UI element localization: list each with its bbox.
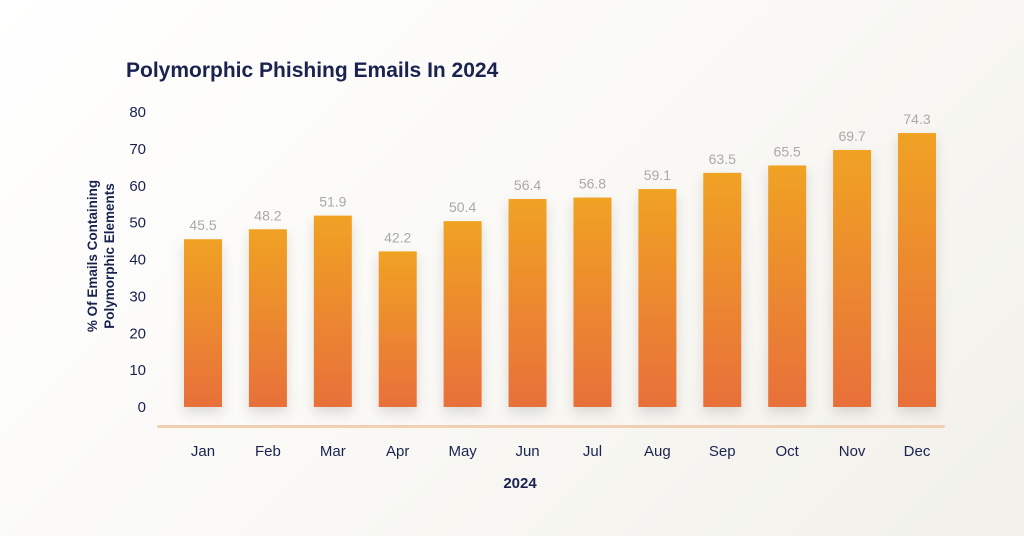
x-tick-label: Apr [386, 443, 409, 460]
bar-dec [898, 133, 936, 408]
bar-may [443, 221, 482, 407]
x-axis-baseline [157, 425, 945, 428]
x-tick-label: Sep [709, 443, 736, 460]
data-label: 59.1 [644, 167, 671, 183]
data-label: 56.8 [579, 176, 606, 192]
data-label: 42.2 [384, 229, 411, 245]
x-tick-label: Jul [583, 443, 602, 460]
x-tick-label: Jan [191, 443, 215, 460]
y-tick-label: 80 [129, 104, 146, 121]
y-tick-label: 0 [138, 399, 146, 416]
data-label: 51.9 [319, 194, 346, 210]
bar-jan [184, 239, 222, 407]
data-label: 56.4 [514, 177, 541, 193]
bar-feb [248, 229, 287, 407]
x-tick-label: Mar [320, 443, 346, 460]
y-tick-label: 50 [129, 215, 146, 232]
y-tick-label: 60 [129, 178, 146, 195]
bar-nov [833, 149, 872, 407]
y-axis-label: % Of Emails Containing Polymorphic Eleme… [85, 180, 117, 332]
y-tick-label: 40 [129, 252, 146, 269]
x-tick-label: Jun [515, 443, 539, 460]
x-tick-label: Feb [255, 443, 281, 460]
y-tick-label: 30 [129, 288, 146, 305]
y-axis: 0 10 20 30 40 50 60 70 80 [129, 104, 146, 416]
data-label: 48.2 [254, 207, 281, 223]
x-axis-label: 2024 [503, 475, 537, 492]
x-tick-label: Oct [776, 443, 800, 460]
y-tick-label: 20 [129, 325, 146, 342]
bar-aug [638, 189, 677, 407]
data-label: 63.5 [709, 151, 736, 167]
x-tick-label: Aug [644, 443, 671, 460]
bar-apr [378, 251, 417, 407]
data-label: 45.5 [189, 217, 216, 233]
x-axis: Jan Feb Mar Apr May Jun Jul Aug Sep Oct Nov Dec [191, 443, 931, 460]
y-axis-label-line-1: % Of Emails Containing [85, 180, 100, 332]
x-tick-label: Dec [904, 443, 931, 460]
data-label: 65.5 [774, 143, 801, 159]
bar-oct [768, 165, 807, 407]
y-axis-label-line-2: Polymorphic Elements [102, 183, 117, 329]
x-tick-label: May [448, 443, 477, 460]
data-label: 74.3 [903, 111, 930, 127]
chart-title: Polymorphic Phishing Emails In 2024 [126, 59, 499, 82]
data-label: 69.7 [838, 128, 865, 144]
x-tick-label: Nov [839, 443, 866, 460]
bar-jun [508, 199, 547, 407]
bar-jul [573, 197, 612, 407]
y-tick-label: 70 [129, 141, 146, 158]
data-label: 50.4 [449, 199, 476, 215]
y-tick-label: 10 [129, 362, 146, 379]
bar-series: 45.5 48.2 51.9 42.2 50.4 56.4 56.8 59.1 63.5 65.5… [184, 111, 936, 408]
bar-mar [313, 215, 352, 407]
bar-sep [703, 172, 742, 407]
